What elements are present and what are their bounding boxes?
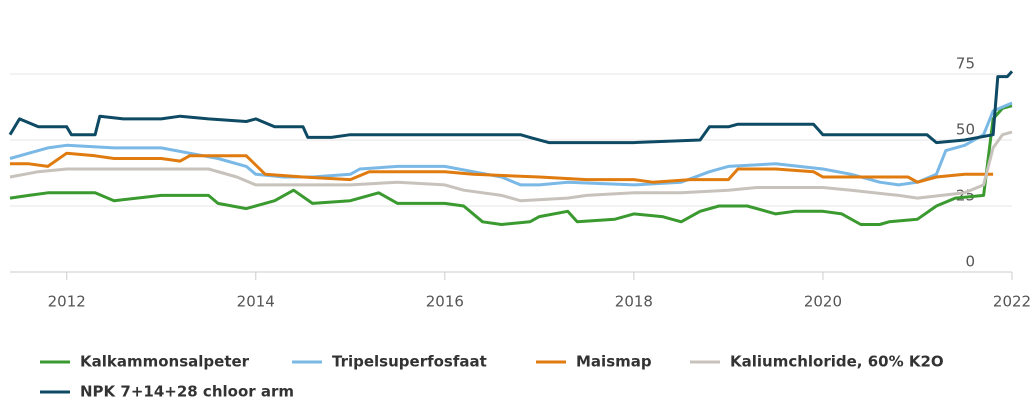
y-tick-label: 0	[965, 253, 975, 271]
line	[8, 70, 1014, 145]
line	[10, 151, 994, 184]
legend-label: Tripelsuperfosfaat	[332, 353, 487, 371]
x-tick-label: 2012	[48, 293, 86, 311]
y-tick-label: 75	[956, 55, 975, 73]
legend-label: Maismap	[576, 353, 652, 371]
x-tick-label: 2014	[237, 293, 275, 311]
legend-label: Kalkammonsalpeter	[80, 353, 250, 371]
line	[9, 101, 1013, 187]
legend-label: Kaliumchloride, 60% K2O	[730, 353, 944, 371]
x-tick-label: 2020	[804, 293, 842, 311]
x-tick-label: 2018	[615, 293, 653, 311]
x-tick-label: 2022	[993, 293, 1030, 311]
line	[9, 130, 1013, 203]
line	[9, 104, 1013, 226]
y-tick-label: 50	[956, 121, 975, 139]
legend-label: NPK 7+14+28 chloor arm	[80, 383, 294, 400]
x-tick-label: 2016	[426, 293, 464, 311]
